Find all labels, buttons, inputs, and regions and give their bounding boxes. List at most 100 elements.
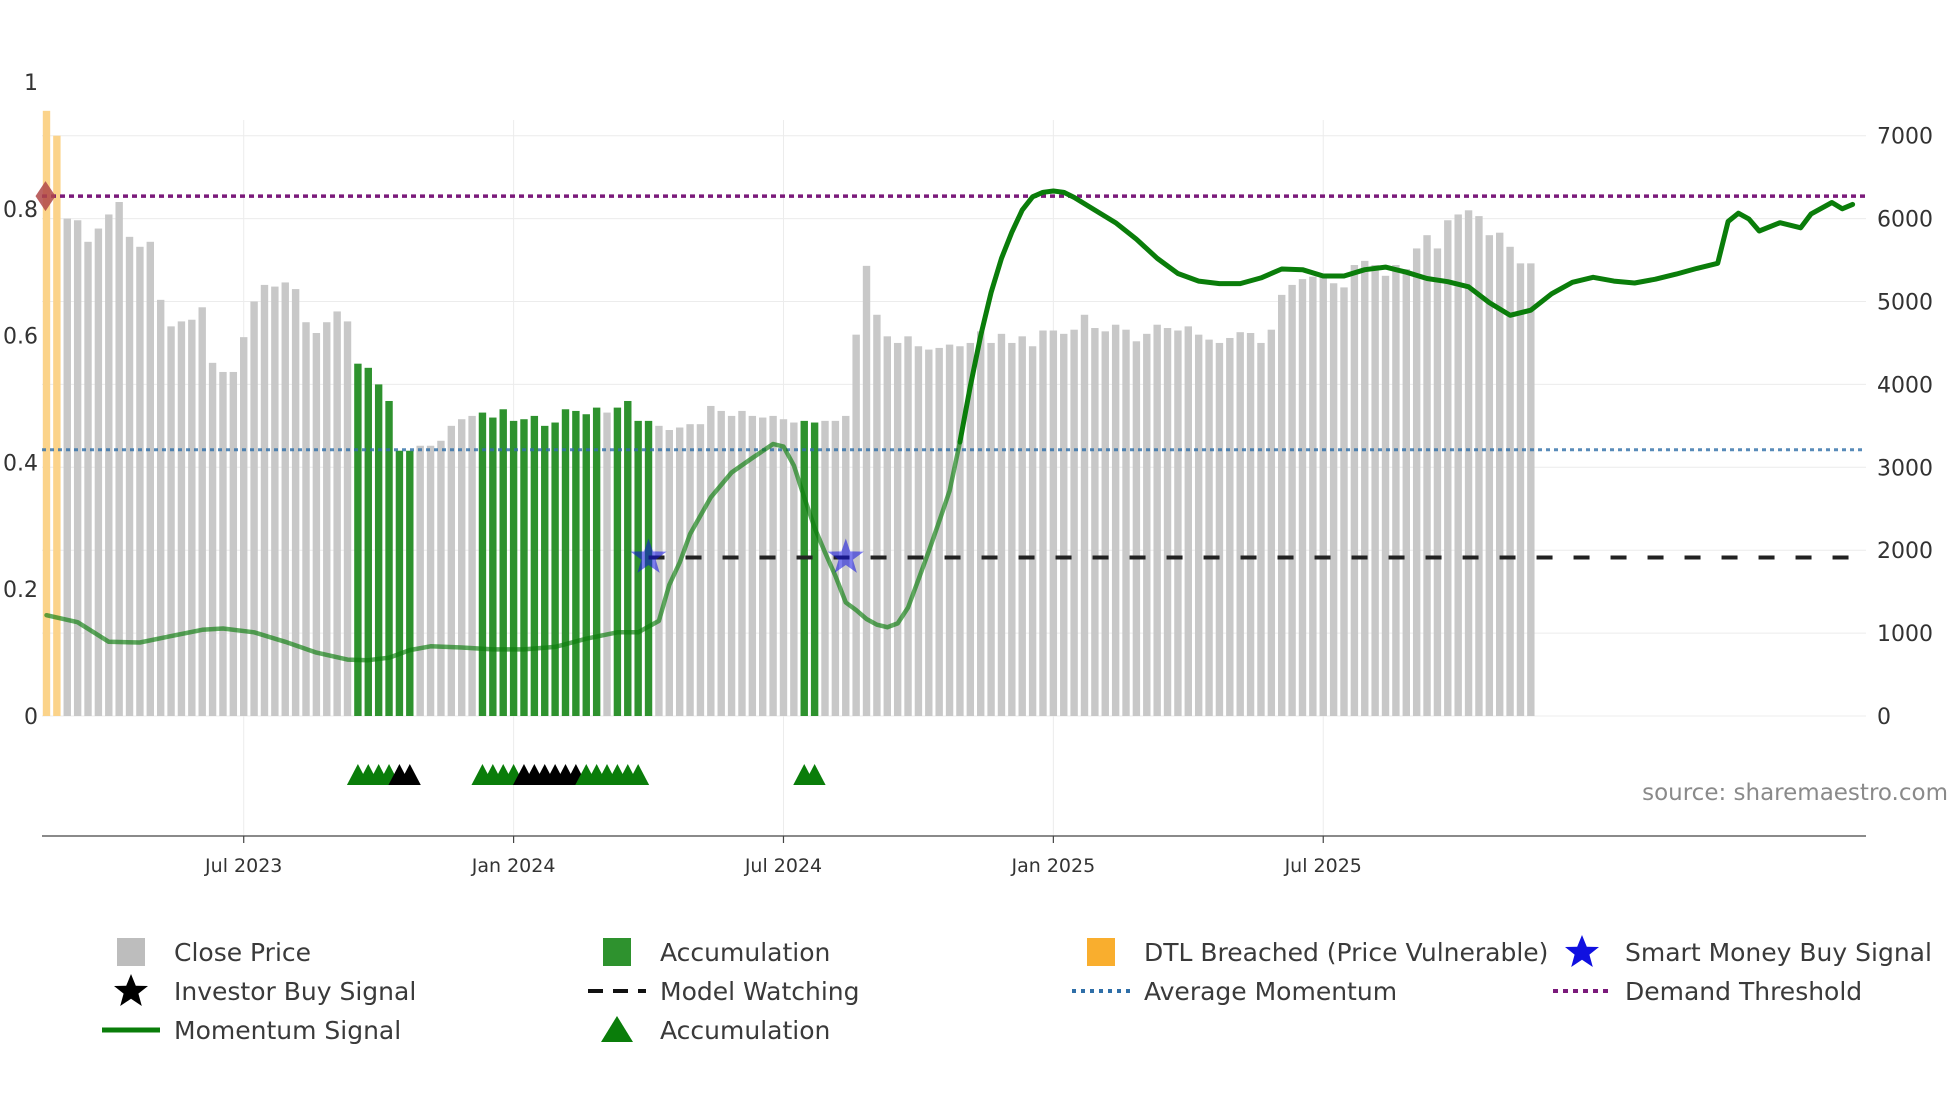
close-price-bar (1288, 284, 1296, 716)
close-price-bar (1101, 331, 1109, 716)
x-tick-label: Jan 2024 (471, 855, 556, 877)
close-price-bar (956, 346, 964, 716)
close-price-bar (73, 220, 82, 716)
close-price-bar (1392, 265, 1400, 716)
close-price-bar (125, 236, 134, 716)
close-price-bar (156, 299, 165, 716)
momentum-lines (44, 188, 1856, 663)
close-price-bar (1226, 337, 1234, 716)
close-price-bar (1070, 329, 1078, 716)
close-price-bar (1423, 235, 1431, 716)
left-tick-label: 0.6 (3, 325, 38, 350)
dtl-marker (35, 181, 56, 212)
close-price-bar (447, 425, 456, 716)
close-price-bar (769, 415, 777, 716)
close-price-bar (1080, 314, 1089, 716)
close-price-bar (1184, 326, 1192, 716)
left-tick-label: 0.2 (3, 578, 38, 603)
close-price-bar (1018, 336, 1026, 716)
dtl-breached-bar (53, 135, 61, 716)
momentum-signal-line (957, 188, 1856, 445)
price-bars (42, 110, 1535, 716)
close-price-bar (1506, 246, 1514, 716)
close-price-bar (977, 331, 985, 716)
close-price-bar (748, 415, 757, 716)
accumulation-bar (489, 417, 497, 716)
close-price-bar (1039, 330, 1047, 716)
close-price-bar (1361, 260, 1369, 716)
accumulation-bar (592, 407, 601, 716)
accumulation-bar (624, 400, 632, 716)
right-tick-label: 6000 (1877, 208, 1933, 233)
accumulation-bar (572, 410, 580, 716)
accumulation-bar (582, 414, 590, 716)
close-price-bar (1060, 333, 1068, 716)
close-price-bar (821, 420, 829, 716)
close-price-bar (686, 424, 694, 716)
close-price-bar (1433, 248, 1442, 716)
close-price-bar (458, 419, 466, 716)
close-price-bar (696, 424, 705, 716)
close-price-bar (893, 342, 902, 716)
close-price-bar (1236, 332, 1244, 716)
accumulation-bar (509, 420, 518, 716)
accumulation-bar (385, 400, 393, 716)
left-tick-label: 0.8 (3, 198, 38, 223)
close-price-bar (966, 342, 975, 716)
close-price-bar (136, 246, 144, 716)
close-price-bar (831, 420, 840, 716)
close-price-bar (759, 417, 767, 716)
close-price-bar (271, 286, 279, 716)
accumulation-bar (541, 425, 549, 716)
close-price-bar (1309, 276, 1317, 716)
accumulation-markers (346, 764, 826, 785)
close-price-bar (198, 307, 206, 716)
close-price-bar (862, 265, 871, 716)
close-price-bar (240, 337, 248, 716)
smart-money-star-icon (630, 538, 667, 573)
left-tick-label: 1 (24, 71, 38, 96)
close-price-bar (94, 228, 103, 716)
close-price-bar (665, 429, 673, 716)
accumulation-bar (613, 407, 622, 716)
right-tick-label: 1000 (1877, 622, 1933, 647)
close-price-bar (291, 289, 300, 716)
close-price-bar (1132, 341, 1141, 716)
close-price-bar (1091, 328, 1099, 716)
source-label: source: sharemaestro.com (1642, 780, 1948, 806)
close-price-bar (1371, 265, 1379, 716)
accumulation-bar (374, 384, 383, 716)
right-tick-label: 3000 (1877, 456, 1933, 481)
close-price-bar (935, 347, 943, 716)
right-tick-label: 5000 (1877, 291, 1933, 316)
close-price-bar (1143, 333, 1151, 716)
close-price-bar (873, 314, 881, 716)
close-price-bar (997, 333, 1006, 716)
close-price-bar (1122, 329, 1130, 716)
x-tick-label: Jan 2025 (1011, 855, 1096, 877)
close-price-bar (1475, 216, 1483, 716)
close-price-bar (790, 422, 798, 716)
left-axis-ticks: 0 0.2 0.4 0.6 0.8 1 (3, 71, 38, 730)
close-price-bar (177, 321, 186, 716)
momentum-signal-line (44, 439, 963, 663)
close-price-bar (1174, 330, 1182, 716)
close-price-bar (727, 415, 736, 716)
smart-money-star-icon (827, 538, 864, 573)
accumulation-bar (395, 450, 404, 716)
close-price-bar (1454, 214, 1462, 716)
x-tick-label: Jul 2025 (1284, 855, 1362, 877)
close-price-bar (1215, 342, 1224, 716)
close-price-bar (146, 241, 154, 716)
close-price-bar (1163, 328, 1172, 716)
close-price-bar (1381, 275, 1390, 716)
close-price-bar (208, 362, 217, 716)
accumulation-bar (644, 420, 653, 716)
close-price-bar (904, 336, 912, 716)
close-price-bar (717, 410, 725, 716)
close-price-bar (1444, 220, 1452, 716)
close-price-bar (1496, 232, 1504, 716)
left-tick-label: 0 (24, 705, 38, 730)
close-price-bar (229, 371, 238, 716)
right-tick-label: 7000 (1877, 125, 1933, 150)
